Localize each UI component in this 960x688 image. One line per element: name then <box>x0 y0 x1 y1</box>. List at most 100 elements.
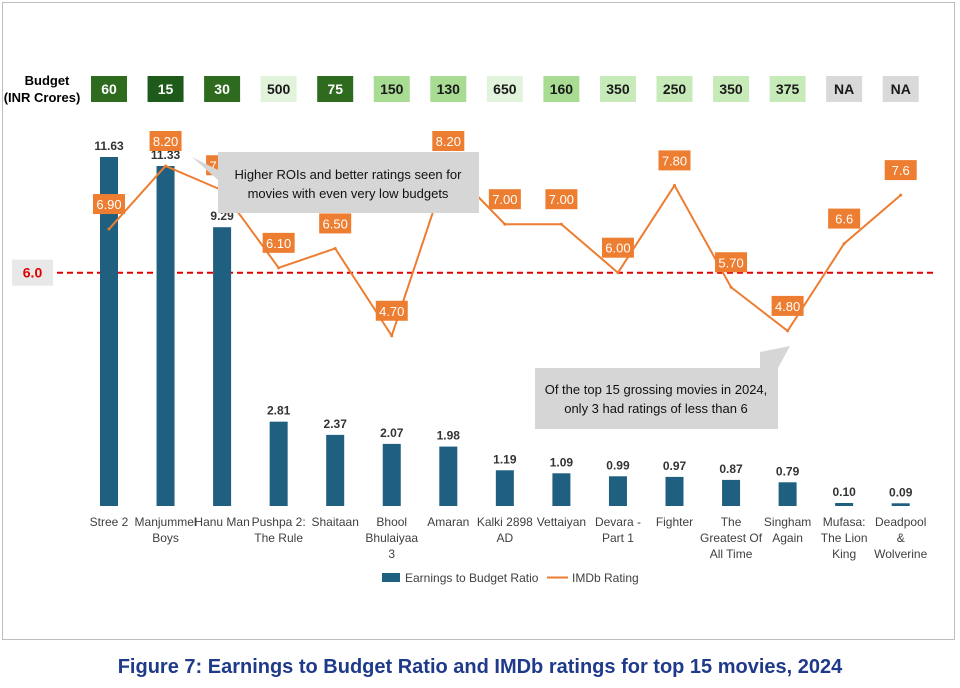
bar <box>552 473 571 506</box>
bar-value-label: 11.63 <box>94 139 124 153</box>
category-label: Mufasa: <box>823 515 866 529</box>
bar <box>495 470 514 506</box>
rating-label-box <box>771 295 804 316</box>
legend-label-line: IMDb Rating <box>572 571 639 585</box>
budget-cell <box>430 76 467 102</box>
rating-point <box>390 334 394 338</box>
rating-label-box <box>658 150 691 171</box>
rating-label-box <box>432 131 465 151</box>
category-label: Pushpa 2: <box>252 515 306 529</box>
category-label: King <box>832 547 856 561</box>
bar-value-label: 0.79 <box>776 464 800 478</box>
rating-label-box <box>375 300 408 321</box>
bar-value-label: 0.99 <box>606 458 630 472</box>
rating-label: 8.20 <box>153 134 178 149</box>
category-label: The <box>721 515 742 529</box>
category-label: Kalki 2898 <box>477 515 533 529</box>
budget-value: 650 <box>493 81 517 97</box>
category-label: & <box>897 531 905 545</box>
budget-value: 250 <box>663 81 687 97</box>
category-label: Amaran <box>427 515 469 529</box>
rating-point <box>107 227 111 231</box>
budget-cell <box>91 76 127 102</box>
category-label: Singham <box>764 515 811 529</box>
bar <box>100 157 118 506</box>
rating-label: 6.00 <box>605 241 630 256</box>
bar-value-label: 1.98 <box>437 429 461 443</box>
budget-row: Budget (INR Crores) 60 15 30 500 75 150 130 650… <box>4 73 919 105</box>
bar <box>326 434 345 506</box>
rating-label: 8.20 <box>436 134 461 149</box>
bar-value-label: 2.37 <box>324 417 348 431</box>
bar <box>439 446 458 506</box>
bar <box>382 443 401 506</box>
rating-point <box>673 183 676 187</box>
rating-point <box>503 222 507 226</box>
bar-value-label: 0.10 <box>832 485 856 499</box>
bar-value-label: 2.81 <box>267 404 291 418</box>
budget-value: 75 <box>327 81 343 97</box>
rating-point <box>164 164 168 168</box>
budget-cell <box>826 76 863 102</box>
budget-value: 375 <box>776 81 800 97</box>
bar <box>665 476 684 506</box>
rating-label: 7.6 <box>892 163 910 178</box>
budget-cell <box>882 76 919 102</box>
bar <box>156 166 175 507</box>
category-label: Boys <box>152 531 179 545</box>
bar <box>213 227 232 506</box>
rating-label: 7.00 <box>492 192 517 207</box>
budget-cell <box>543 76 580 102</box>
category-label: Vettaiyan <box>537 515 586 529</box>
category-label: AD <box>497 531 514 545</box>
rating-point <box>786 329 790 333</box>
category-label: 3 <box>388 547 395 561</box>
budget-value: 60 <box>101 81 117 97</box>
x-axis-labels: Stree 2 Manjummel Boys Hanu Man Pushpa 2: The… <box>90 515 928 561</box>
rating-label: 6.6 <box>835 212 853 227</box>
budget-cell <box>147 76 184 102</box>
figure-caption: Figure 7: Earnings to Budget Ratio and I… <box>117 656 843 678</box>
category-label: Stree 2 <box>90 515 129 529</box>
rating-label-box <box>828 208 861 229</box>
bar-value-label: 11.33 <box>151 148 181 162</box>
annotation-2-line: Of the top 15 grossing movies in 2024, <box>545 382 768 397</box>
category-label: Part 1 <box>602 531 634 545</box>
bar <box>891 503 910 506</box>
rating-label: 4.80 <box>775 299 800 314</box>
category-label: Devara - <box>595 515 641 529</box>
rating-point <box>333 246 337 250</box>
rating-label: 7.80 <box>662 153 687 168</box>
budget-cell <box>204 76 241 102</box>
category-label: Fighter <box>656 515 693 529</box>
bar-value-label: 1.19 <box>493 452 517 466</box>
budget-value: 15 <box>158 81 174 97</box>
rating-label: 7.00 <box>549 192 574 207</box>
legend: Earnings to Budget Ratio IMDb Rating <box>382 571 639 585</box>
rating-label-box <box>545 189 578 210</box>
rating-label: 6.50 <box>323 216 348 231</box>
rating-label-box <box>884 160 917 181</box>
rating-label-box <box>93 194 125 215</box>
bar <box>269 421 288 506</box>
rating-label: 6.90 <box>96 197 121 212</box>
rating-label-box <box>715 252 748 273</box>
annotation-box-2 <box>535 346 790 429</box>
annotation-1-line: Higher ROIs and better ratings seen for <box>235 167 463 182</box>
category-label: Hanu Man <box>194 515 249 529</box>
rating-point <box>277 266 281 270</box>
rating-label-box <box>319 213 352 234</box>
bar-value-label: 0.09 <box>889 485 913 499</box>
chart: Budget (INR Crores) 60 15 30 500 75 150 130 650… <box>4 73 935 585</box>
category-label: Bhool <box>376 515 407 529</box>
budget-value: 350 <box>606 81 630 97</box>
budget-cell <box>713 76 750 102</box>
budget-value: 30 <box>214 81 230 97</box>
budget-value: NA <box>891 81 911 97</box>
category-label: The Lion <box>821 531 868 545</box>
chart-frame <box>2 2 955 640</box>
bar <box>608 476 627 506</box>
category-label: Wolverine <box>874 547 927 561</box>
rating-label-box <box>488 189 521 210</box>
